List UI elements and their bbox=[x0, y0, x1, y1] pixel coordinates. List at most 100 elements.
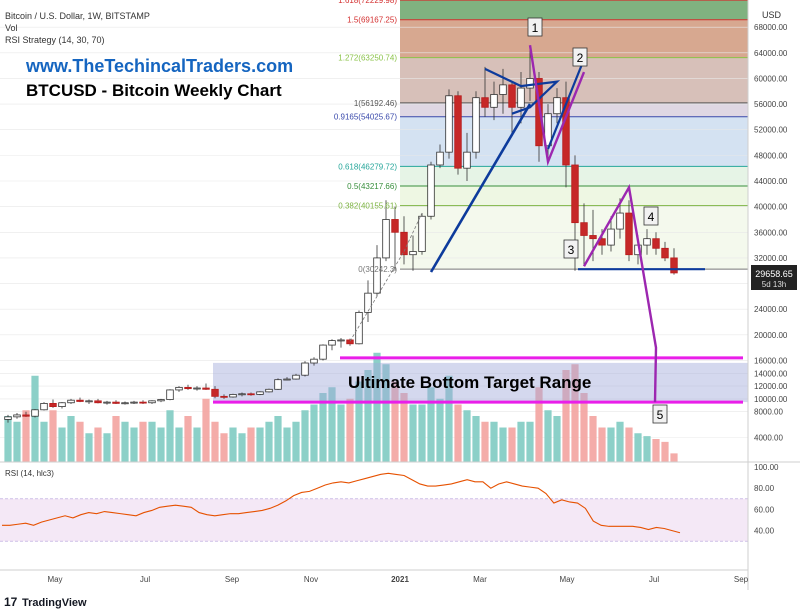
candle bbox=[247, 393, 255, 396]
volume-bar bbox=[418, 404, 426, 462]
rsi-line bbox=[2, 472, 681, 534]
y-tick-label: 44000.00 bbox=[754, 177, 788, 186]
rsi-tick-label: 60.00 bbox=[754, 505, 775, 514]
volume-bar bbox=[463, 410, 471, 462]
volume-bar bbox=[391, 381, 399, 462]
volume-bar bbox=[40, 421, 48, 462]
volume-bar bbox=[364, 370, 372, 462]
volume-bar bbox=[301, 410, 309, 462]
volume-bar bbox=[373, 352, 381, 462]
trend-drawings bbox=[349, 44, 705, 403]
volume-bar bbox=[490, 421, 498, 462]
candle bbox=[319, 344, 327, 360]
candle bbox=[175, 386, 183, 391]
wave-label-box bbox=[643, 206, 659, 226]
volume-bar bbox=[103, 433, 111, 462]
volume-bar bbox=[355, 381, 363, 462]
candle bbox=[139, 401, 147, 404]
candle bbox=[328, 340, 336, 346]
candle bbox=[364, 292, 372, 313]
candle bbox=[418, 215, 426, 252]
volume-bar bbox=[292, 421, 300, 462]
wedge-top bbox=[484, 67, 561, 115]
x-tick-label: Jul bbox=[140, 575, 150, 584]
projection-dashed bbox=[349, 251, 405, 342]
candle bbox=[670, 257, 678, 274]
candle bbox=[472, 97, 480, 153]
volume-bar bbox=[157, 427, 165, 462]
candle bbox=[454, 95, 462, 169]
volume-bar bbox=[409, 404, 417, 462]
rsi-tick-label: 40.00 bbox=[754, 527, 775, 536]
candle bbox=[607, 228, 615, 246]
site-url[interactable]: www.TheTechincalTraders.com bbox=[25, 56, 293, 76]
volume-bar bbox=[238, 433, 246, 462]
volume-bar bbox=[256, 427, 264, 462]
volume-bar bbox=[13, 421, 21, 462]
y-tick-label: 10000.00 bbox=[754, 395, 788, 404]
volume-bar bbox=[175, 427, 183, 462]
rsi-band bbox=[0, 498, 748, 542]
candle bbox=[445, 95, 453, 153]
tradingview-logo[interactable]: 17 TradingView bbox=[4, 595, 87, 609]
y-tick-label: 32000.00 bbox=[754, 254, 788, 263]
trendline-uptrend bbox=[429, 103, 532, 273]
y-tick-label: 14000.00 bbox=[754, 369, 788, 378]
x-tick-label: Nov bbox=[304, 575, 318, 584]
candle bbox=[211, 388, 219, 397]
volume-bar bbox=[67, 416, 75, 462]
elliott-1-2 bbox=[528, 44, 586, 167]
candle bbox=[166, 389, 174, 400]
volume-bar bbox=[553, 416, 561, 462]
candle bbox=[4, 416, 12, 420]
candle bbox=[580, 222, 588, 236]
volume-bar bbox=[130, 427, 138, 462]
candle bbox=[283, 378, 291, 381]
candle bbox=[67, 399, 75, 404]
y-tick-label: 68000.00 bbox=[754, 23, 788, 32]
candle bbox=[94, 400, 102, 404]
wave-label-3: 3 bbox=[563, 239, 579, 259]
wave-label-text: 4 bbox=[648, 210, 655, 224]
candle bbox=[301, 362, 309, 376]
volume-bar bbox=[382, 364, 390, 462]
candle bbox=[229, 394, 237, 398]
volume-bar bbox=[4, 416, 12, 462]
candle bbox=[337, 339, 345, 342]
candle bbox=[40, 402, 48, 411]
wave-label-box bbox=[563, 239, 579, 259]
volume-bar bbox=[562, 370, 570, 462]
volume-bar bbox=[328, 387, 336, 462]
volume-bar bbox=[598, 427, 606, 462]
wave-label-text: 5 bbox=[657, 408, 664, 422]
candle bbox=[625, 212, 633, 256]
candle bbox=[400, 231, 408, 256]
volume-bar bbox=[139, 421, 147, 462]
volume-bar bbox=[58, 427, 66, 462]
x-tick-label: May bbox=[559, 575, 574, 584]
volume-bar bbox=[499, 427, 507, 462]
fib-level-label: 0(30242.3) bbox=[358, 265, 397, 274]
candle bbox=[256, 391, 264, 395]
candle bbox=[490, 94, 498, 108]
volume-bar bbox=[337, 404, 345, 462]
volume-bar bbox=[220, 433, 228, 462]
candle bbox=[589, 235, 597, 240]
wedge-right bbox=[546, 58, 586, 150]
symbol-line: Bitcoin / U.S. Dollar, 1W, BITSTAMP bbox=[5, 11, 150, 21]
last-price-tag: 29658.65 5d 13h bbox=[751, 265, 797, 290]
candle bbox=[22, 414, 30, 417]
candle bbox=[517, 87, 525, 108]
y-tick-label: 20000.00 bbox=[754, 331, 788, 340]
candle bbox=[409, 251, 417, 256]
candle bbox=[184, 386, 192, 390]
volume-bar bbox=[121, 421, 129, 462]
volume-bar bbox=[400, 393, 408, 462]
candle bbox=[238, 393, 246, 396]
chart-title: BTCUSD - Bitcoin Weekly Chart bbox=[26, 81, 282, 100]
volume-bar bbox=[580, 393, 588, 462]
candle bbox=[112, 401, 120, 404]
x-tick-label: Jul bbox=[649, 575, 659, 584]
x-tick-label: Sep bbox=[734, 575, 749, 584]
volume-bar bbox=[544, 410, 552, 462]
